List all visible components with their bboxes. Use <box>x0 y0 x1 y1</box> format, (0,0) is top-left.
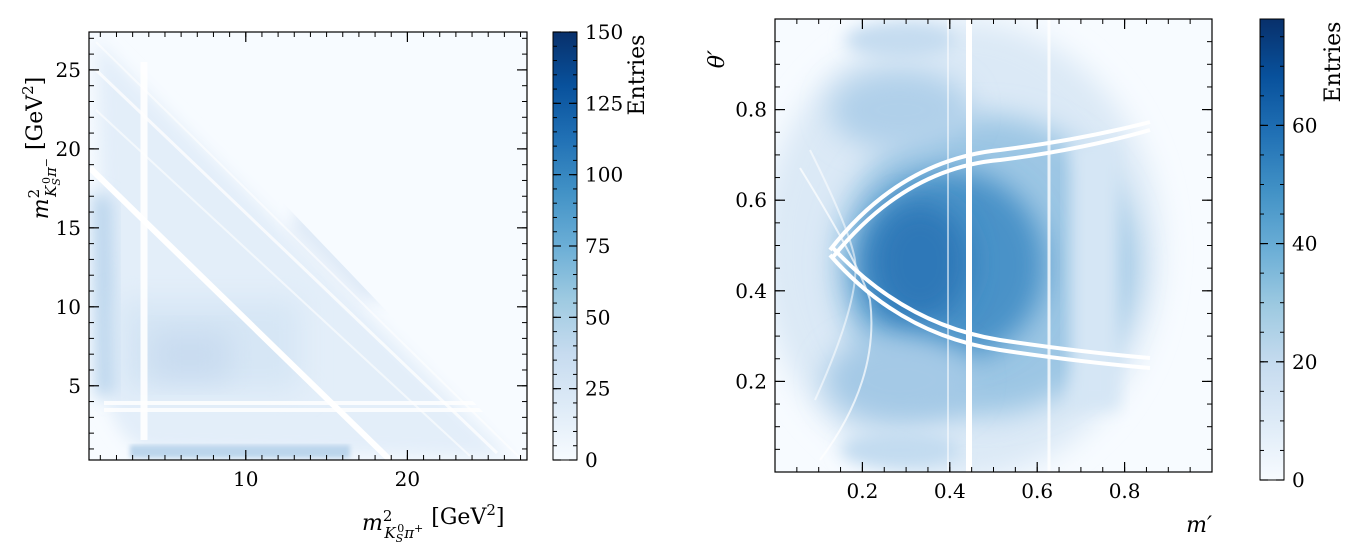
dalitz-plot-frame <box>88 31 528 461</box>
dalitz-x-axis-label: m2 KS0π+ [GeV2] <box>362 501 504 545</box>
dalitz-colorbar-tick-label: 0 <box>585 448 598 472</box>
dalitz-plot-panel: 10 20 5 10 15 20 25 m2KS0π−[GeV2] m2 KS0π+ [GeV2… <box>19 20 650 545</box>
square-dalitz-x-axis-label: m′ <box>1186 513 1212 538</box>
dalitz-colorbar-tick-label: 50 <box>585 305 610 329</box>
square-dalitz-x-tick-label: 0.4 <box>934 479 966 503</box>
dalitz-colorbar-tick-label: 25 <box>585 377 610 401</box>
square-dalitz-heatmap-density <box>775 19 1212 472</box>
square-dalitz-colorbar-label: Entries <box>1321 22 1346 103</box>
dalitz-x-tick-label: 10 <box>233 467 258 491</box>
square-dalitz-y-tick-label: 0.8 <box>735 98 767 122</box>
square-dalitz-y-tick-label: 0.6 <box>735 188 767 212</box>
dalitz-y-tick-label: 20 <box>56 137 81 161</box>
dalitz-y-tick-label: 25 <box>56 58 81 82</box>
dalitz-y-tick-label: 5 <box>68 374 81 398</box>
dalitz-colorbar-ticks: 0 25 50 75 100 125 150 <box>553 20 623 472</box>
square-dalitz-colorbar-ticks: 0 20 40 60 <box>1260 36 1317 492</box>
square-dalitz-colorbar-tick-label: 40 <box>1292 232 1317 256</box>
dalitz-y-tick-label: 10 <box>56 295 81 319</box>
dalitz-colorbar-tick-label: 125 <box>585 91 623 115</box>
dalitz-colorbar-tick-label: 100 <box>585 163 623 187</box>
dalitz-axes: 10 20 5 10 15 20 25 <box>56 32 527 491</box>
square-dalitz-colorbar-tick-label: 20 <box>1292 350 1317 374</box>
square-dalitz-y-tick-label: 0.2 <box>735 369 767 393</box>
square-dalitz-x-tick-label: 0.6 <box>1021 479 1053 503</box>
dalitz-colorbar-tick-label: 150 <box>585 20 623 44</box>
square-dalitz-axes: 0.2 0.4 0.6 0.8 0.2 0.4 0.6 0.8 <box>735 18 1213 503</box>
square-dalitz-y-axis-label: θ′ <box>705 50 730 68</box>
dalitz-x-tick-label: 20 <box>395 467 420 491</box>
square-dalitz-x-tick-label: 0.8 <box>1109 479 1141 503</box>
dalitz-colorbar-label: Entries <box>625 35 650 116</box>
square-dalitz-colorbar <box>1259 18 1285 481</box>
square-dalitz-colorbar-tick-label: 60 <box>1292 113 1317 137</box>
square-dalitz-x-tick-label: 0.2 <box>846 479 878 503</box>
square-dalitz-colorbar-tick-label: 0 <box>1292 468 1305 492</box>
square-dalitz-plot-panel: 0.2 0.4 0.6 0.8 0.2 0.4 0.6 0.8 θ′ m′ 0 20 40 60 E… <box>705 18 1346 538</box>
square-dalitz-y-tick-label: 0.4 <box>735 279 767 303</box>
dalitz-y-axis-label: m2KS0π−[GeV2] <box>19 77 63 219</box>
dalitz-heatmap-density <box>89 32 527 460</box>
dalitz-y-tick-label: 15 <box>56 216 81 240</box>
dalitz-colorbar-tick-label: 75 <box>585 234 610 258</box>
